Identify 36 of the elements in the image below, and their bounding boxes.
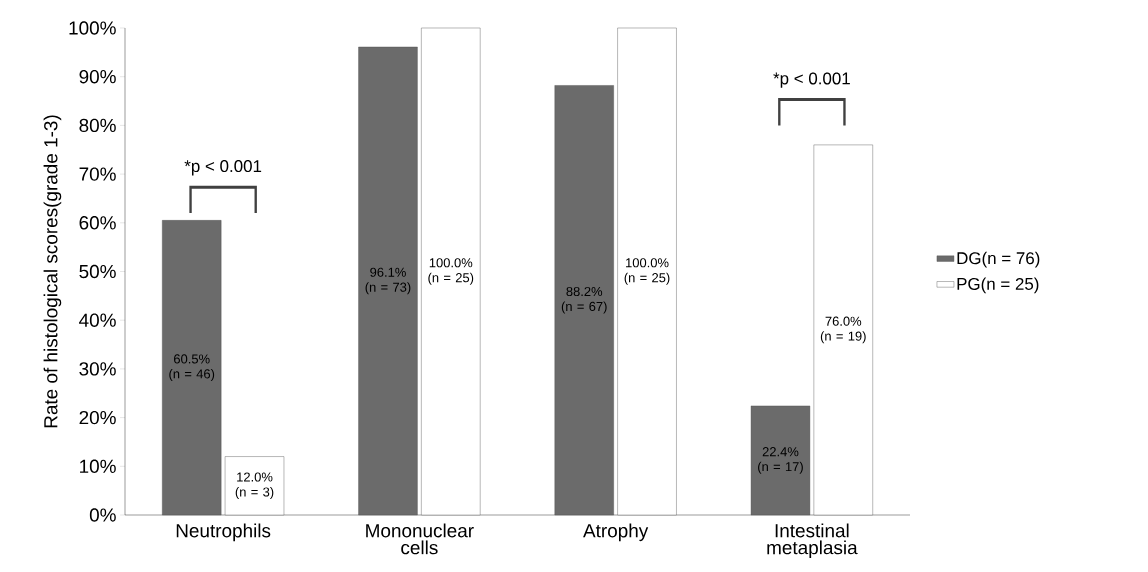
data-label: 96.1% (n = 73) [365, 267, 411, 295]
y-tick-label: 30% [79, 362, 116, 376]
bar [617, 27, 677, 516]
annotation: *p < 0.001 [773, 72, 850, 88]
x-tick-label: Mononuclear cells [366, 523, 474, 555]
bar [358, 46, 418, 516]
y-tick-label: 50% [79, 264, 116, 279]
y-tick-label: 0% [89, 508, 116, 522]
y-tick-label: 10% [80, 459, 116, 473]
data-label: 60.5% (n = 46) [169, 354, 215, 382]
y-tick-label: 60% [79, 216, 116, 230]
bar [421, 27, 481, 516]
y-tick-label: 20% [79, 410, 116, 425]
y-tick-label: 90% [79, 69, 116, 84]
y-axis-title: Rate of histological scores(grade 1-3) [43, 115, 62, 428]
x-tick-label: Atrophy [583, 523, 649, 542]
legend-label: PG(n = 25) [957, 277, 1039, 294]
data-label: 88.2% (n = 67) [561, 286, 607, 314]
data-label: 100.0% (n = 25) [624, 258, 670, 285]
bar [813, 144, 873, 516]
x-tick-label: Intestinal metaplasia [767, 523, 858, 559]
data-label: 100.0% (n = 25) [428, 258, 474, 285]
x-tick-label: Neutrophils [176, 523, 271, 542]
annotation: *p < 0.001 [184, 160, 262, 176]
legend-label: DG(n = 76) [957, 251, 1040, 268]
y-tick-label: 80% [79, 118, 116, 133]
data-label: 22.4% (n = 17) [758, 447, 803, 474]
bar [554, 85, 614, 516]
y-tick-label: 100% [69, 21, 116, 35]
data-label: 76.0% (n = 19) [820, 316, 866, 344]
y-tick-label: 40% [79, 313, 116, 327]
bar [162, 220, 222, 516]
bar [224, 456, 285, 516]
bar [750, 405, 811, 516]
y-tick-label: 70% [79, 167, 116, 181]
data-label: 12.0% (n = 3) [235, 472, 274, 500]
